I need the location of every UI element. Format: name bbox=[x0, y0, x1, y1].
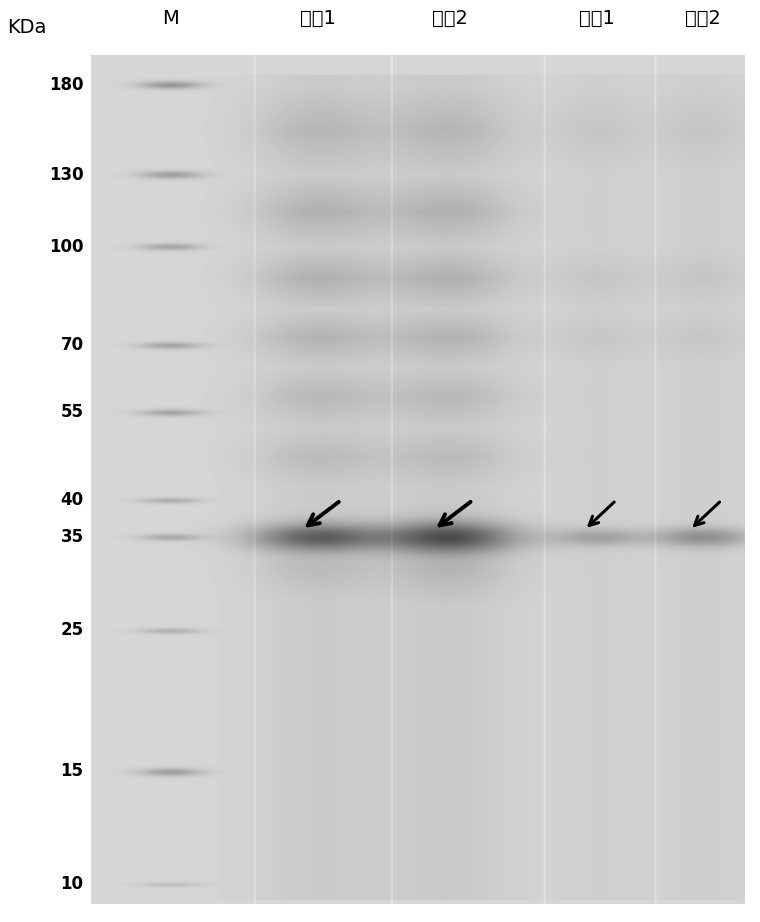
Text: KDa: KDa bbox=[8, 18, 47, 37]
Text: 130: 130 bbox=[49, 166, 84, 183]
Text: 上湒2: 上湒2 bbox=[432, 9, 467, 28]
Text: 35: 35 bbox=[61, 527, 84, 546]
Text: 100: 100 bbox=[49, 238, 84, 255]
Text: M: M bbox=[162, 9, 179, 28]
Text: 25: 25 bbox=[61, 621, 84, 639]
Text: 40: 40 bbox=[61, 491, 84, 509]
Text: 上湒1: 上湒1 bbox=[300, 9, 336, 28]
Text: 沉淤2: 沉淤2 bbox=[685, 9, 720, 28]
Text: 沉淤1: 沉淤1 bbox=[579, 9, 615, 28]
Text: 180: 180 bbox=[49, 76, 84, 94]
Text: 10: 10 bbox=[61, 875, 84, 892]
Text: 55: 55 bbox=[61, 403, 84, 421]
Text: 15: 15 bbox=[61, 762, 84, 780]
Text: 70: 70 bbox=[61, 337, 84, 354]
